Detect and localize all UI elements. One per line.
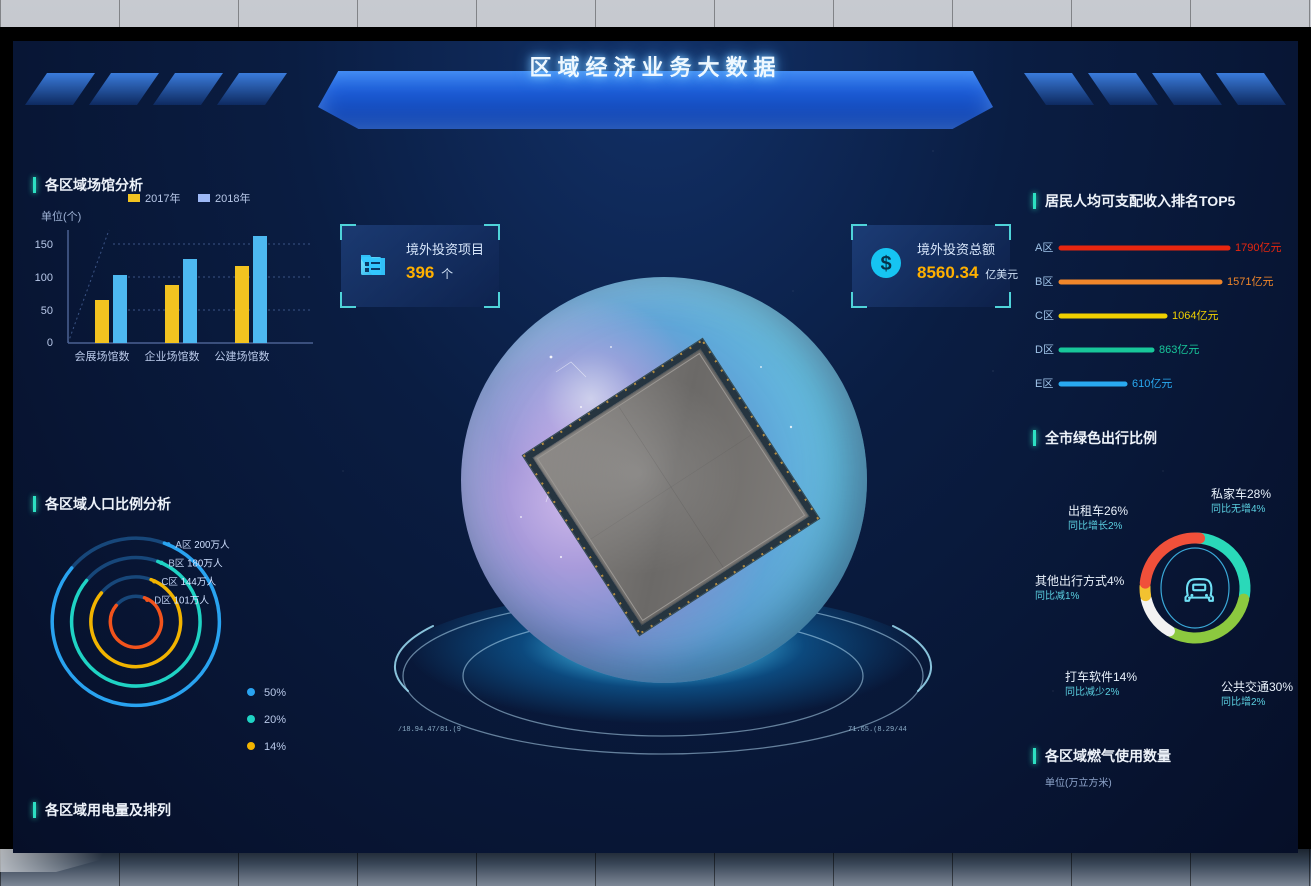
svg-text:100: 100 bbox=[35, 272, 53, 284]
svg-text:71.65.(8.29/44: 71.65.(8.29/44 bbox=[848, 726, 907, 734]
svg-text:20%: 20% bbox=[264, 714, 286, 726]
svg-text:公共交通30%: 公共交通30% bbox=[1221, 679, 1293, 694]
svg-text:B区: B区 bbox=[1035, 276, 1053, 288]
svg-text:E区: E区 bbox=[1035, 378, 1053, 390]
svg-text:同比无增4%: 同比无增4% bbox=[1211, 502, 1266, 515]
svg-text:D区: D区 bbox=[1035, 344, 1054, 356]
svg-text:企业场馆数: 企业场馆数 bbox=[145, 349, 200, 363]
svg-text:其他出行方式4%: 其他出行方式4% bbox=[1035, 573, 1125, 588]
svg-text:C区: C区 bbox=[1035, 310, 1054, 322]
svg-text:A区 200万人: A区 200万人 bbox=[175, 539, 230, 551]
svg-text:1571亿元: 1571亿元 bbox=[1227, 275, 1273, 288]
svg-text:同比增长2%: 同比增长2% bbox=[1068, 519, 1123, 532]
svg-text:公建场馆数: 公建场馆数 bbox=[215, 349, 270, 363]
svg-text:50%: 50% bbox=[264, 687, 286, 699]
svg-text:同比增2%: 同比增2% bbox=[1221, 695, 1266, 708]
svg-text:C区 144万人: C区 144万人 bbox=[161, 576, 216, 588]
svg-text:1064亿元: 1064亿元 bbox=[1172, 309, 1218, 322]
svg-text:/18.94.47/81.(9: /18.94.47/81.(9 bbox=[398, 726, 461, 734]
svg-text:50: 50 bbox=[41, 305, 53, 317]
svg-text:A区: A区 bbox=[1035, 242, 1053, 254]
svg-text:私家车28%: 私家车28% bbox=[1211, 486, 1271, 501]
svg-text:863亿元: 863亿元 bbox=[1159, 343, 1199, 356]
svg-text:$: $ bbox=[880, 253, 891, 275]
svg-text:B区 180万人: B区 180万人 bbox=[168, 557, 223, 569]
svg-text:2017年: 2017年 bbox=[145, 191, 180, 205]
svg-text:D区 101万人: D区 101万人 bbox=[154, 594, 209, 606]
svg-text:同比减少2%: 同比减少2% bbox=[1065, 686, 1120, 698]
svg-text:同比减1%: 同比减1% bbox=[1035, 590, 1080, 602]
svg-text:2018年: 2018年 bbox=[215, 191, 250, 205]
svg-text:0: 0 bbox=[47, 337, 53, 349]
svg-text:610亿元: 610亿元 bbox=[1132, 377, 1172, 390]
svg-text:14%: 14% bbox=[264, 741, 286, 753]
svg-text:150: 150 bbox=[35, 239, 53, 251]
svg-text:会展场馆数: 会展场馆数 bbox=[75, 349, 130, 363]
svg-text:打车软件14%: 打车软件14% bbox=[1065, 669, 1137, 684]
svg-text:出租车26%: 出租车26% bbox=[1068, 503, 1128, 518]
svg-text:单位(个): 单位(个) bbox=[41, 209, 81, 223]
svg-text:1790亿元: 1790亿元 bbox=[1235, 241, 1281, 254]
